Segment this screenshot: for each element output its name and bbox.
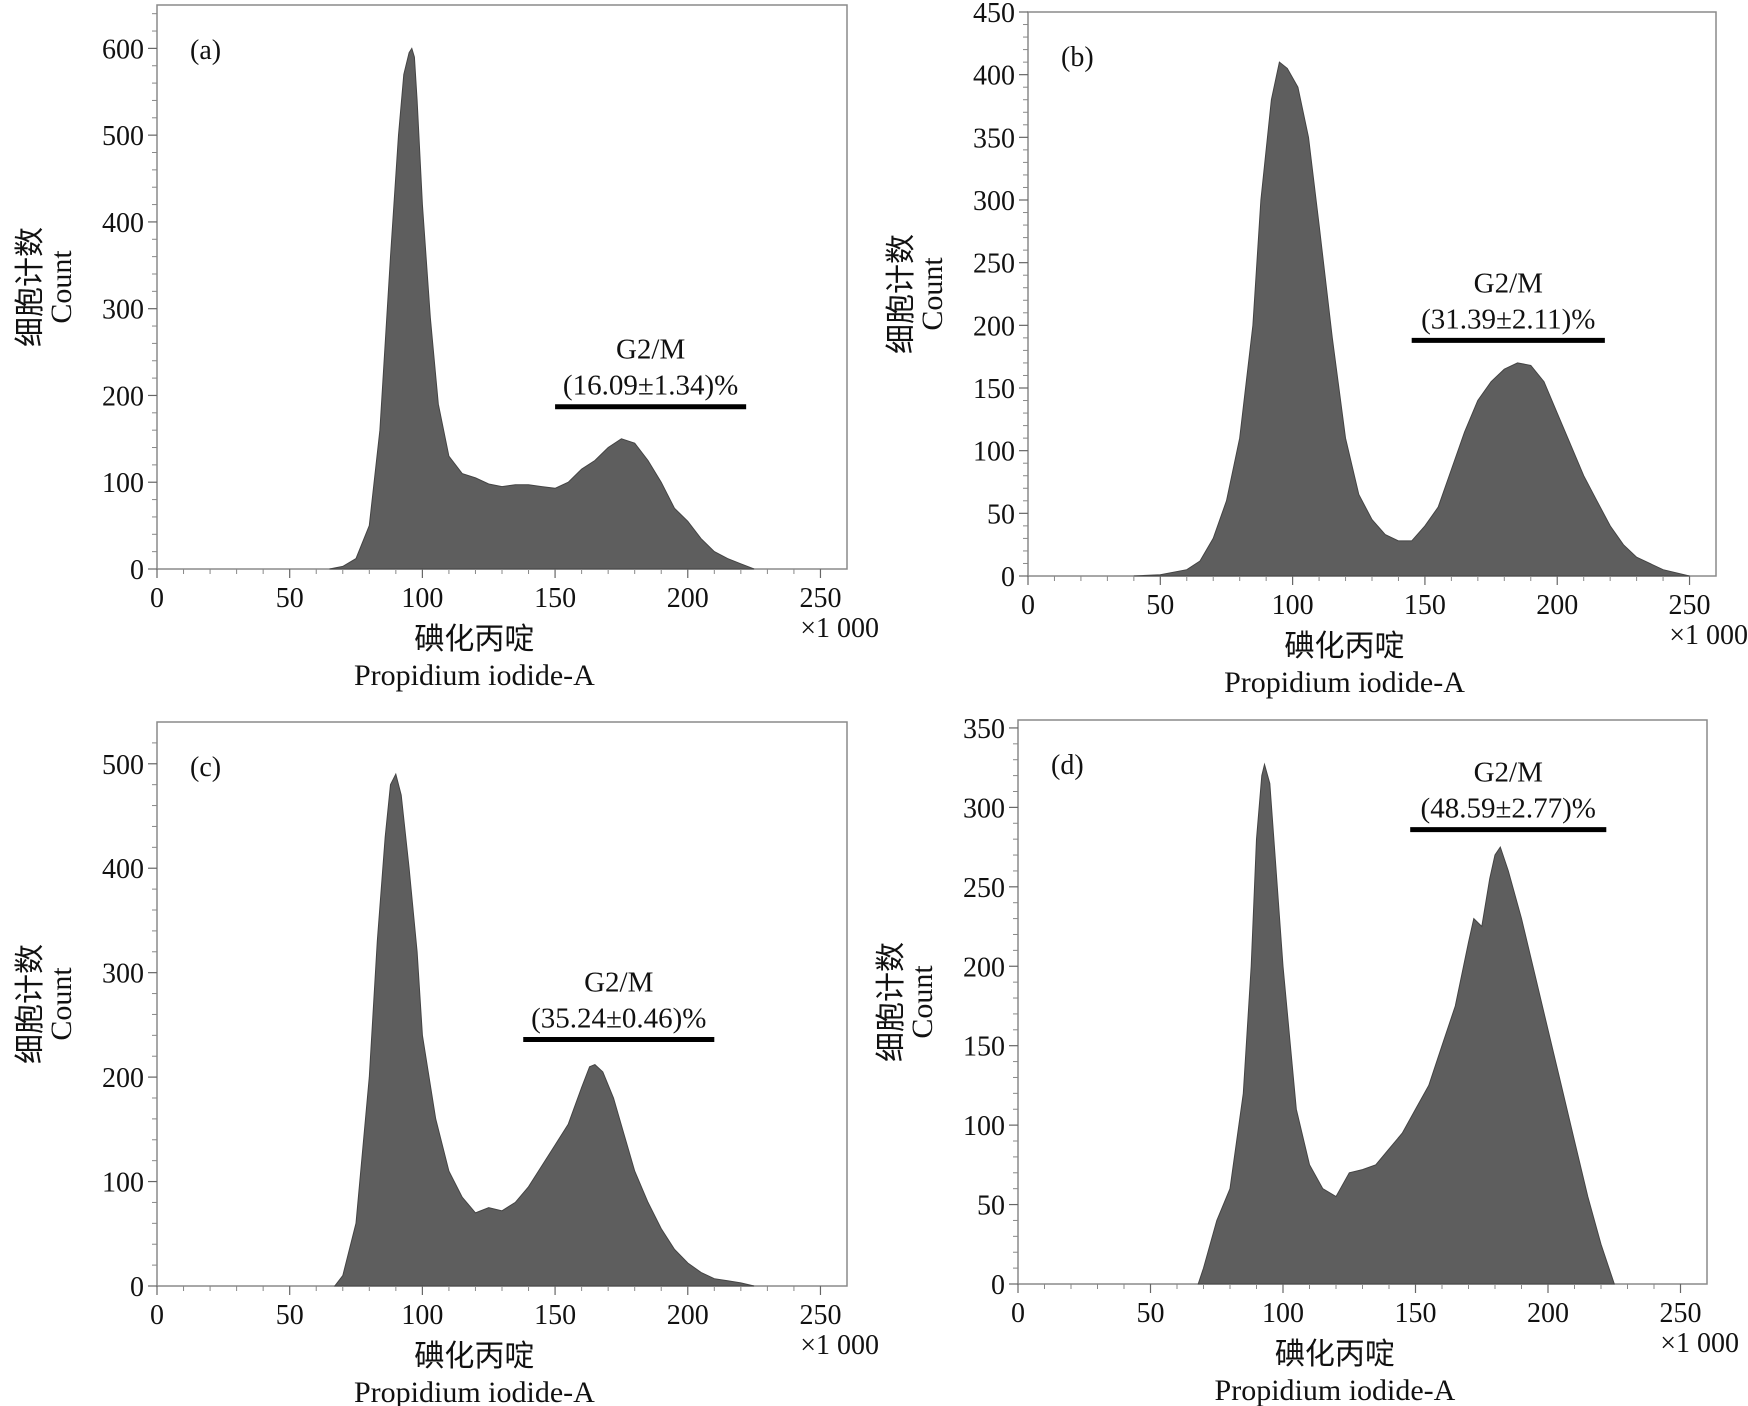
x-multiplier-label: ×1 000 <box>800 1330 879 1361</box>
y-axis-label-cn: 细胞计数 <box>14 944 47 1064</box>
x-axis-label-en: Propidium iodide-A <box>354 659 595 692</box>
y-tick-label: 100 <box>102 468 144 499</box>
g2m-gate-value: (16.09±1.34)% <box>563 370 738 402</box>
plot-frame <box>156 721 848 1287</box>
panel-label: (d) <box>1051 750 1084 781</box>
x-multiplier-label: ×1 000 <box>1669 620 1748 651</box>
g2m-gate-value: (35.24±0.46)% <box>531 1003 706 1035</box>
y-tick-label: 350 <box>973 123 1015 154</box>
y-tick-label: 100 <box>973 437 1015 468</box>
y-tick-label: 600 <box>102 34 144 65</box>
histogram-area <box>329 47 755 570</box>
x-tick-label: 150 <box>534 1300 576 1331</box>
y-tick-label: 50 <box>977 1191 1005 1222</box>
x-tick-label: 150 <box>1404 590 1446 621</box>
g2m-gate-label: G2/M <box>1474 757 1543 789</box>
x-tick-label: 250 <box>799 583 841 614</box>
x-tick-label: 100 <box>401 583 443 614</box>
y-tick-label: 100 <box>102 1168 144 1199</box>
x-tick-label: 200 <box>667 583 709 614</box>
x-tick-label: 50 <box>276 1300 304 1331</box>
x-tick-label: 0 <box>1021 590 1035 621</box>
y-tick-label: 150 <box>963 1032 1005 1063</box>
histogram-panel-a: 0 50 100 150 200 250 0 100 200 300 400 500 600 ×1 000… <box>14 4 879 692</box>
x-tick-label: 200 <box>667 1300 709 1331</box>
y-axis-label-en: Count <box>45 967 78 1041</box>
x-multiplier-label: ×1 000 <box>800 613 879 644</box>
y-tick-label: 300 <box>973 186 1015 217</box>
x-tick-label: 200 <box>1527 1298 1569 1329</box>
x-tick-label: 200 <box>1536 590 1578 621</box>
y-tick-label: 500 <box>102 750 144 781</box>
y-axis-label-cn: 细胞计数 <box>875 942 908 1062</box>
x-axis-label-cn: 碘化丙啶 <box>1284 630 1404 663</box>
histogram-area <box>1197 762 1615 1285</box>
panel-label: (c) <box>190 752 221 783</box>
x-tick-label: 0 <box>150 583 164 614</box>
g2m-gate-label: G2/M <box>616 334 685 366</box>
y-tick-label: 200 <box>973 311 1015 342</box>
x-tick-label: 150 <box>1395 1298 1437 1329</box>
histogram-panel-c: 0 50 100 150 200 250 0 100 200 300 400 500 ×1 000 碘化丙… <box>14 721 879 1406</box>
x-multiplier-label: ×1 000 <box>1660 1328 1739 1359</box>
x-axis-label-cn: 碘化丙啶 <box>1275 1338 1395 1371</box>
y-tick-label: 300 <box>963 793 1005 824</box>
x-tick-label: 100 <box>401 1300 443 1331</box>
y-tick-label: 400 <box>102 854 144 885</box>
y-tick-label: 200 <box>102 1063 144 1094</box>
g2m-gate-value: (31.39±2.11)% <box>1421 303 1595 335</box>
plot-frame <box>1027 11 1717 577</box>
x-axis-label-en: Propidium iodide-A <box>354 1376 595 1406</box>
x-tick-label: 100 <box>1272 590 1314 621</box>
y-tick-label: 400 <box>973 61 1015 92</box>
x-tick-label: 100 <box>1262 1298 1304 1329</box>
y-tick-label: 150 <box>973 374 1015 405</box>
y-tick-label: 500 <box>102 121 144 152</box>
x-axis-label-en: Propidium iodide-A <box>1215 1374 1456 1406</box>
panel-label: (a) <box>190 35 221 66</box>
y-axis-label-cn: 细胞计数 <box>14 227 47 347</box>
x-tick-label: 50 <box>276 583 304 614</box>
g2m-gate-label: G2/M <box>584 967 653 999</box>
x-axis-label-cn: 碘化丙啶 <box>414 1340 534 1373</box>
x-axis-label-cn: 碘化丙啶 <box>414 623 534 656</box>
x-tick-label: 50 <box>1137 1298 1165 1329</box>
panel-label: (b) <box>1061 42 1094 73</box>
y-tick-label: 300 <box>102 959 144 990</box>
y-tick-label: 100 <box>963 1111 1005 1142</box>
x-tick-label: 250 <box>1669 590 1711 621</box>
histogram-panel-b: 0 50 100 150 200 250 0 50 100 150 200 250 300 350 400 4… <box>885 0 1748 699</box>
y-axis-label-en: Count <box>45 250 78 324</box>
histogram-area <box>333 772 755 1287</box>
histogram-area <box>1133 61 1690 577</box>
y-tick-label: 450 <box>973 0 1015 29</box>
y-tick-label: 300 <box>102 295 144 326</box>
histogram-panel-d: 0 50 100 150 200 250 0 50 100 150 200 250 300 350 ×1 0… <box>875 714 1739 1406</box>
y-tick-label: 0 <box>130 1272 144 1303</box>
g2m-gate-value: (48.59±2.77)% <box>1421 793 1596 825</box>
plot-frame <box>156 4 848 570</box>
x-axis-label-en: Propidium iodide-A <box>1224 666 1465 699</box>
x-tick-label: 50 <box>1146 590 1174 621</box>
y-tick-label: 0 <box>991 1270 1005 1301</box>
y-tick-label: 50 <box>987 499 1015 530</box>
x-tick-label: 0 <box>150 1300 164 1331</box>
y-tick-label: 250 <box>963 873 1005 904</box>
y-axis-label-cn: 细胞计数 <box>885 234 918 354</box>
x-tick-label: 250 <box>1660 1298 1702 1329</box>
y-tick-label: 400 <box>102 208 144 239</box>
y-axis-label-en: Count <box>906 965 939 1039</box>
y-axis-label-en: Count <box>916 257 949 331</box>
g2m-gate-label: G2/M <box>1474 267 1543 299</box>
y-tick-label: 200 <box>102 381 144 412</box>
x-tick-label: 0 <box>1011 1298 1025 1329</box>
y-tick-label: 0 <box>1001 562 1015 593</box>
y-tick-label: 350 <box>963 714 1005 745</box>
y-tick-label: 0 <box>130 555 144 586</box>
y-tick-label: 250 <box>973 249 1015 280</box>
x-tick-label: 250 <box>799 1300 841 1331</box>
y-tick-label: 200 <box>963 952 1005 983</box>
x-tick-label: 150 <box>534 583 576 614</box>
